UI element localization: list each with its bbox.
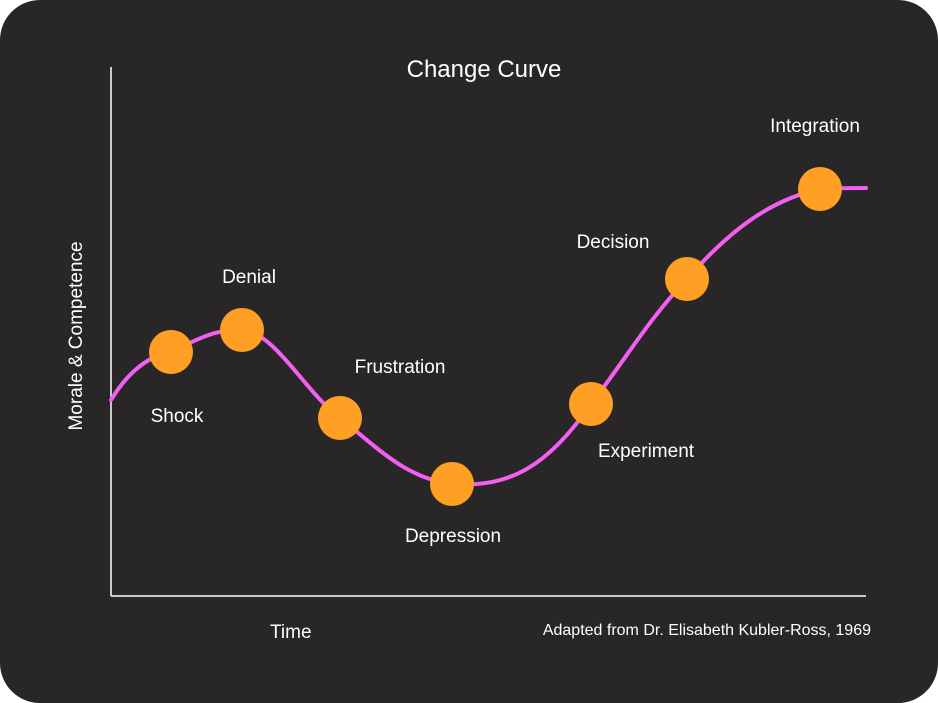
stage-marker-denial	[220, 308, 264, 352]
chart-title: Change Curve	[406, 56, 562, 83]
y-axis-label: Morale & Competence	[66, 241, 87, 431]
stage-marker-integration	[798, 167, 842, 211]
stage-label-depression: Depression	[404, 526, 502, 547]
stage-label-frustration: Frustration	[354, 357, 446, 378]
stage-markers	[149, 167, 842, 506]
source-credit: Adapted from Dr. Elisabeth Kubler-Ross, …	[542, 622, 871, 639]
x-axis-label: Time	[270, 622, 312, 643]
stage-marker-shock	[149, 330, 193, 374]
stage-marker-decision	[665, 257, 709, 301]
stage-label-integration: Integration	[770, 116, 860, 137]
stage-marker-experiment	[569, 382, 613, 426]
stage-label-decision: Decision	[576, 232, 650, 253]
stage-label-shock: Shock	[150, 406, 204, 427]
stage-label-experiment: Experiment	[597, 441, 695, 462]
stage-label-denial: Denial	[222, 267, 276, 288]
stage-marker-frustration	[318, 396, 362, 440]
stage-marker-depression	[430, 462, 474, 506]
